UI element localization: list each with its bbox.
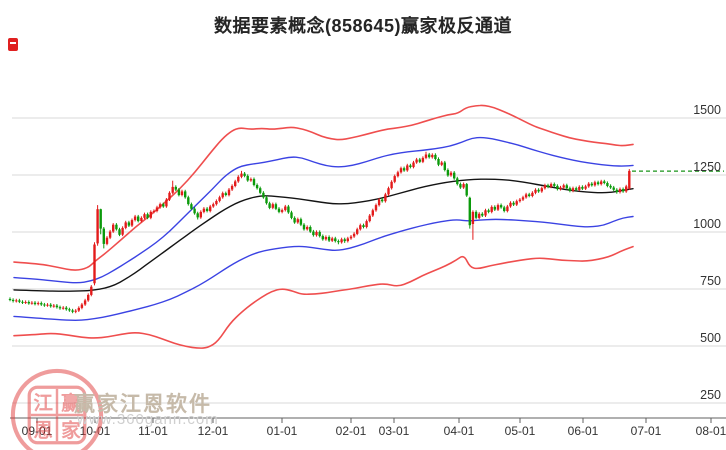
x-axis-label: 11-01 — [138, 424, 168, 438]
corner-badge-icon — [8, 38, 18, 51]
x-axis-label: 07-01 — [631, 424, 662, 438]
lower-red-band — [13, 245, 634, 349]
x-axis-label: 09-01 — [22, 424, 53, 438]
lower-blue-band — [13, 215, 634, 321]
candlestick-series — [8, 151, 631, 314]
y-axis-label: 750 — [700, 274, 721, 288]
y-axis-label: 250 — [700, 388, 721, 402]
x-axis-label: 10-01 — [80, 424, 111, 438]
x-axis-label: 01-01 — [267, 424, 298, 438]
x-axis-label: 06-01 — [568, 424, 599, 438]
upper-red-band — [13, 104, 634, 271]
chart-title: 数据要素概念(858645)赢家极反通道 — [213, 16, 513, 36]
y-axis-label: 500 — [700, 331, 721, 345]
upper-blue-band — [13, 136, 634, 284]
middle-black-band — [13, 178, 634, 292]
y-axis-label: 1500 — [693, 103, 721, 117]
x-axis-label: 12-01 — [198, 424, 229, 438]
y-axis-label: 1250 — [693, 160, 721, 174]
x-axis-label: 03-01 — [379, 424, 410, 438]
x-axis-label: 05-01 — [505, 424, 536, 438]
x-axis-label: 04-01 — [444, 424, 475, 438]
x-axis-label: 02-01 — [336, 424, 367, 438]
x-axis-label: 08-01 — [696, 424, 726, 438]
y-axis-label: 1000 — [693, 217, 721, 231]
